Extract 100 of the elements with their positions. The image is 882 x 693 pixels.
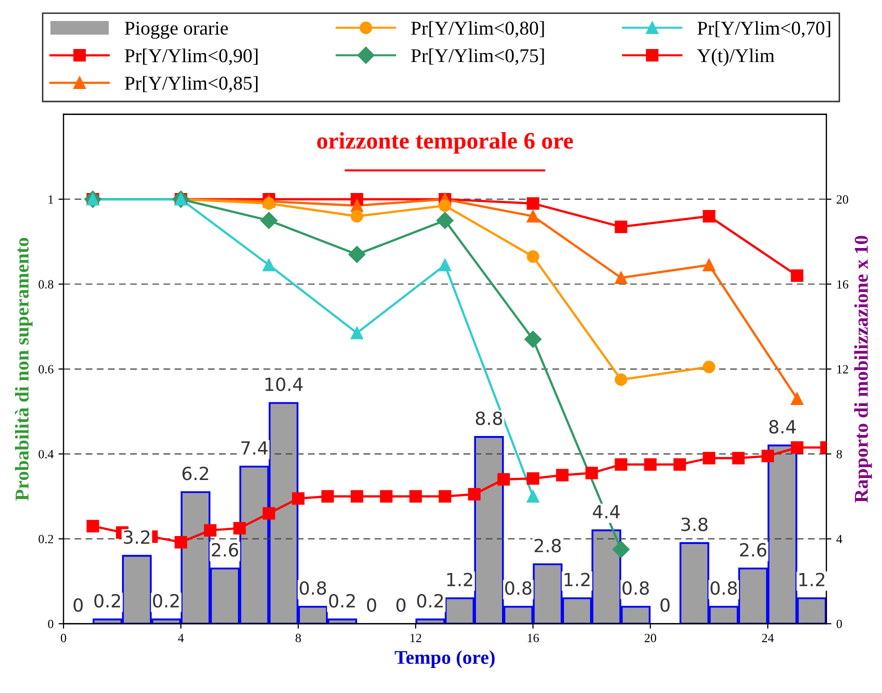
point bbox=[556, 468, 569, 482]
text: orizzonte temporale 6 ore bbox=[317, 132, 573, 154]
y-tick-label: 0.8 bbox=[38, 280, 54, 289]
data-label: 7.4 bbox=[241, 441, 268, 455]
y2-axis-title: Rapporto di mobilizzazione x 10 bbox=[854, 236, 872, 503]
point bbox=[233, 522, 246, 534]
point bbox=[526, 472, 540, 485]
point bbox=[468, 488, 481, 500]
y2-tick-label: 16 bbox=[837, 280, 848, 289]
data-label: 0.2 bbox=[417, 594, 443, 608]
point bbox=[260, 212, 278, 230]
legend-label: Pr[Y/Ylim<0,75] bbox=[411, 48, 544, 66]
y-tick-label: 0.2 bbox=[38, 534, 54, 544]
point bbox=[438, 258, 452, 272]
point bbox=[761, 450, 774, 462]
x-tick-label: 12 bbox=[410, 634, 422, 642]
data-label: 0 bbox=[660, 598, 670, 612]
point bbox=[438, 490, 452, 503]
data-label: 6.2 bbox=[182, 466, 208, 480]
data-label: 2.6 bbox=[212, 543, 238, 557]
y-tick-label: 1 bbox=[48, 195, 54, 204]
data-label: 10.4 bbox=[265, 377, 303, 392]
x-tick-label: 20 bbox=[644, 634, 656, 642]
legend-label: Pr[Y/Ylim<0,85] bbox=[124, 76, 258, 93]
data-label: 0 bbox=[74, 598, 83, 612]
data-label: 0 bbox=[396, 598, 406, 612]
data-label: 1.2 bbox=[447, 572, 472, 586]
point bbox=[526, 197, 540, 210]
data-label: 2.8 bbox=[534, 538, 561, 552]
x-tick-label: 16 bbox=[528, 634, 539, 642]
point bbox=[702, 210, 716, 222]
point bbox=[497, 473, 510, 486]
legend-label: Pr[Y/Ylim<0,90] bbox=[124, 48, 258, 66]
point bbox=[526, 210, 540, 222]
point bbox=[790, 392, 804, 405]
data-label: 0.2 bbox=[94, 594, 120, 608]
point bbox=[86, 520, 100, 532]
y-tick-label: 0 bbox=[48, 620, 54, 628]
point bbox=[204, 524, 216, 537]
point bbox=[614, 220, 628, 234]
data-label: 0.8 bbox=[300, 581, 326, 595]
point bbox=[262, 258, 276, 272]
point bbox=[350, 326, 364, 340]
point bbox=[262, 507, 276, 520]
point bbox=[702, 452, 716, 464]
point bbox=[350, 199, 364, 212]
point bbox=[350, 210, 364, 222]
legend-label: Pr[Y/Ylim<0,80] bbox=[411, 21, 544, 38]
data-label: 1.2 bbox=[564, 572, 590, 586]
point bbox=[524, 330, 542, 348]
data-label: 2.6 bbox=[740, 543, 766, 557]
data-label: 0.2 bbox=[329, 594, 355, 608]
point bbox=[644, 458, 657, 471]
data-label: 0.2 bbox=[153, 594, 179, 608]
point bbox=[790, 441, 804, 454]
point bbox=[614, 458, 628, 471]
legend-label: Piogge orarie bbox=[124, 22, 228, 39]
point bbox=[614, 373, 628, 386]
data-label: 1.2 bbox=[799, 572, 824, 586]
y-tick-label: 0.6 bbox=[38, 365, 54, 374]
y2-tick-label: 8 bbox=[836, 450, 842, 458]
point bbox=[350, 490, 364, 503]
point bbox=[348, 246, 366, 263]
point bbox=[174, 536, 188, 548]
data-label: 0.8 bbox=[622, 581, 649, 595]
point bbox=[438, 199, 452, 212]
legend-label: Y(t)/Ylim bbox=[697, 48, 774, 66]
point bbox=[321, 490, 334, 503]
point bbox=[732, 452, 745, 464]
point bbox=[436, 212, 454, 230]
x-tick-label: 4 bbox=[178, 634, 184, 642]
y-tick-label: 0.4 bbox=[38, 450, 54, 458]
data-label: 3.2 bbox=[124, 530, 150, 544]
y2-tick-label: 20 bbox=[836, 195, 848, 204]
point bbox=[612, 540, 630, 558]
data-label: 0.8 bbox=[505, 581, 532, 595]
point bbox=[380, 490, 393, 503]
point bbox=[790, 269, 804, 282]
x-tick-label: 0 bbox=[60, 634, 66, 642]
point bbox=[409, 490, 422, 503]
point bbox=[702, 360, 716, 374]
data-label: 8.4 bbox=[769, 420, 796, 434]
point bbox=[262, 197, 276, 210]
x-axis-title: Tempo (ore) bbox=[394, 650, 495, 668]
data-label: 8.8 bbox=[476, 411, 502, 426]
point bbox=[292, 492, 304, 505]
point bbox=[526, 490, 540, 503]
point bbox=[526, 250, 540, 263]
y-axis-title: Probabilità di non superamento bbox=[14, 238, 33, 501]
point bbox=[673, 458, 686, 471]
y2-tick-label: 4 bbox=[836, 534, 842, 544]
y2-tick-label: 0 bbox=[836, 620, 842, 628]
point bbox=[702, 258, 716, 272]
x-tick-label: 24 bbox=[762, 634, 774, 642]
data-label: 0 bbox=[367, 598, 376, 612]
data-label: 4.4 bbox=[592, 505, 620, 518]
point bbox=[614, 272, 628, 284]
y2-tick-label: 12 bbox=[837, 365, 848, 374]
data-label: 0.8 bbox=[710, 581, 737, 595]
x-tick-label: 8 bbox=[296, 634, 301, 642]
